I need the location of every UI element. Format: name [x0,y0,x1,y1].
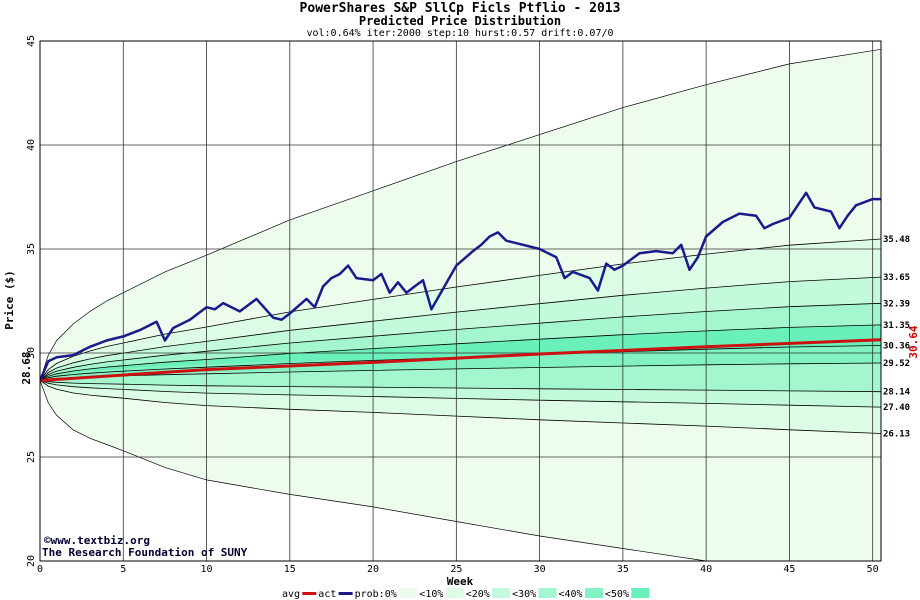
legend-label: <50% [605,589,629,600]
x-tick-label: 15 [284,564,296,575]
credit-organization: The Research Foundation of SUNY [42,546,248,559]
legend-label: <40% [559,589,583,600]
simulation-params: vol:0.64% iter:2000 step:10 hurst:0.57 d… [306,28,613,39]
x-tick-label: 5 [120,564,126,575]
y-tick-label: 45 [26,35,37,47]
x-axis-label: Week [447,575,474,588]
legend-swatch-band [492,588,511,598]
x-tick-label: 40 [700,564,712,575]
y-tick-label: 40 [26,139,37,151]
start-price-label: 28.68 [20,351,33,384]
y-axis-label: Price ($) [3,270,16,330]
chart-title: PowerShares S&P SllCp Ficls Ptflio - 201… [300,1,621,16]
legend-swatch-band [631,588,650,598]
quantile-value-label: 26.13 [883,429,910,439]
x-tick-label: 0 [37,564,43,575]
legend-label: <10% [419,589,443,600]
quantile-value-label: 35.48 [883,235,910,245]
legend-swatch-band [399,588,418,598]
legend-label: <30% [512,589,536,600]
legend-swatch-band [445,588,464,598]
legend: avg act prob:0% <10% <20% <30% <40% <50% [282,588,650,600]
x-tick-label: 10 [201,564,213,575]
y-tick-label: 30 [26,347,37,359]
x-tick-label: 35 [617,564,629,575]
legend-swatch-avg [302,592,317,595]
y-tick-label: 35 [26,243,37,255]
plot-frame [39,40,882,562]
legend-swatch-act [338,592,353,595]
plot-area: 0 5 10 15 20 25 30 35 40 45 50 20 25 30 35 40 45 35.48 33.… [26,35,911,575]
x-tick-label: 20 [367,564,379,575]
legend-label: prob:0% [355,589,397,600]
legend-label: <20% [466,589,490,600]
plot-content [40,41,881,561]
y-tick-label: 20 [26,555,37,567]
legend-label: avg [282,589,300,600]
chart-subtitle: Predicted Price Distribution [359,14,561,28]
x-tick-label: 50 [867,564,879,575]
quantile-value-label: 30.36 [883,342,910,352]
actual-end-price-label: 30.64 [907,325,920,358]
legend-label: act [318,589,336,600]
quantile-value-label: 31.35 [883,321,910,331]
x-tick-label: 45 [783,564,795,575]
avg-series-line [40,338,881,382]
quantile-value-label: 29.52 [883,359,910,369]
x-tick-label: 30 [534,564,546,575]
quantile-value-label: 32.39 [883,299,910,309]
x-tick-label: 25 [450,564,462,575]
act-series-line [40,191,881,381]
credit-website: ©www.textbiz.org [44,534,150,547]
quantile-value-label: 33.65 [883,273,910,283]
y-tick-label: 25 [26,451,37,463]
legend-swatch-band [584,588,603,598]
quantile-value-label: 27.40 [883,403,910,413]
quantile-value-label: 28.14 [883,388,911,398]
legend-swatch-band [538,588,557,598]
